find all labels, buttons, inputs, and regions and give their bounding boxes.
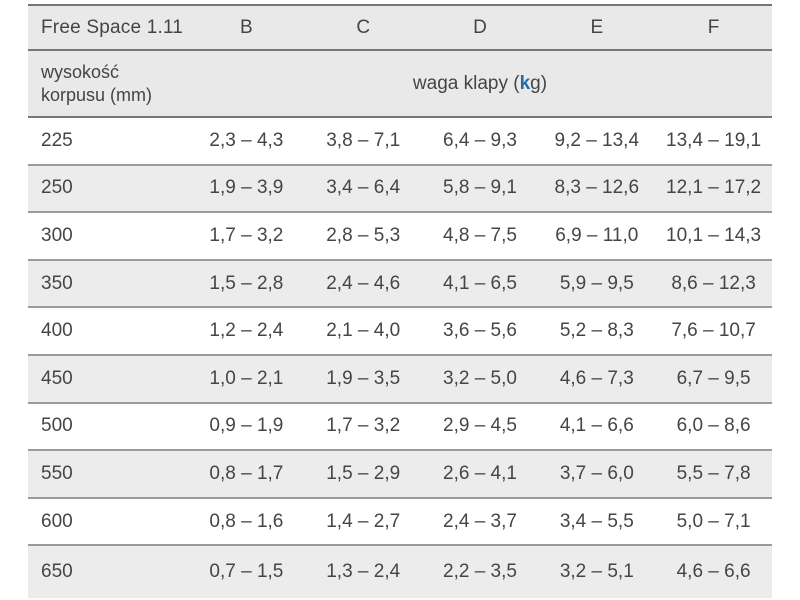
table-row: 250 1,9 – 3,9 3,4 – 6,4 5,8 – 9,1 8,3 – 12,6… [28, 165, 772, 214]
weight-range-value: 8,6 – 12,3 [671, 272, 756, 294]
weight-range-value: 2,9 – 4,5 [443, 415, 517, 437]
weight-range-value: 0,8 – 1,7 [209, 462, 284, 484]
weight-range-value: 7,6 – 10,7 [671, 320, 756, 342]
weight-range-value: 5,8 – 9,1 [443, 177, 517, 199]
weight-range-value: 6,4 – 9,3 [443, 129, 517, 151]
weight-range-value: 3,6 – 5,6 [443, 320, 517, 342]
weight-unit-label: waga klapy (kg) [188, 73, 772, 95]
weight-range-value: 2,2 – 3,5 [443, 561, 517, 583]
row-height-value: 400 [41, 320, 73, 342]
weight-label-suffix: g) [530, 72, 548, 94]
weight-range-value: 1,9 – 3,5 [326, 367, 401, 389]
column-header-f: F [707, 16, 720, 38]
weight-range-value: 0,8 – 1,6 [209, 510, 284, 532]
table-subheader-row: wysokość korpusu (mm) waga klapy (kg) [28, 51, 772, 118]
column-header-e: E [590, 16, 604, 38]
weight-range-value: 6,9 – 11,0 [555, 224, 639, 246]
weight-range-value: 4,8 – 7,5 [443, 224, 517, 246]
weight-range-value: 2,4 – 4,6 [326, 272, 401, 294]
weight-range-value: 4,1 – 6,5 [443, 272, 517, 294]
table-row: 600 0,8 – 1,6 1,4 – 2,7 2,4 – 3,7 3,4 – 5,5 5… [28, 498, 772, 547]
weight-range-value: 1,4 – 2,7 [326, 510, 401, 532]
weight-range-value: 1,9 – 3,9 [209, 177, 284, 199]
column-header-c: C [356, 16, 371, 38]
row-header-line2: korpusu (mm) [41, 84, 153, 105]
table-row: 400 1,2 – 2,4 2,1 – 4,0 3,6 – 5,6 5,2 – 8,3 7… [28, 308, 772, 356]
row-header-label: wysokość korpusu (mm) [28, 61, 188, 106]
row-height-value: 500 [41, 415, 73, 437]
table-row: 225 2,3 – 4,3 3,8 – 7,1 6,4 – 9,3 9,2 – 13,4… [28, 118, 772, 166]
weight-range-value: 12,1 – 17,2 [666, 177, 762, 199]
weight-range-value: 3,2 – 5,1 [559, 561, 634, 583]
weight-range-value: 4,6 – 6,6 [676, 561, 751, 583]
weight-range-value: 3,4 – 6,4 [326, 177, 401, 199]
weight-range-value: 3,7 – 6,0 [559, 462, 634, 484]
table-header-row: Free Space 1.11 B C D E F [28, 4, 772, 51]
row-height-value: 300 [41, 224, 73, 246]
weight-label-prefix: waga klapy ( [412, 72, 520, 94]
row-height-value: 650 [41, 561, 73, 583]
weight-range-value: 4,1 – 6,6 [559, 415, 634, 437]
table-title: Free Space 1.11 [41, 16, 184, 38]
row-height-value: 350 [41, 272, 73, 294]
weight-range-value: 2,3 – 4,3 [209, 129, 284, 151]
weight-range-value: 13,4 – 19,1 [666, 129, 762, 151]
weight-range-value: 2,4 – 3,7 [443, 510, 517, 532]
row-height-value: 600 [41, 510, 73, 532]
weight-range-value: 3,2 – 5,0 [443, 367, 517, 389]
table-body: 225 2,3 – 4,3 3,8 – 7,1 6,4 – 9,3 9,2 – 13,4… [28, 118, 772, 599]
row-height-value: 550 [41, 462, 73, 484]
table-row: 500 0,9 – 1,9 1,7 – 3,2 2,9 – 4,5 4,1 – 6,6 6… [28, 403, 772, 452]
table-row: 450 1,0 – 2,1 1,9 – 3,5 3,2 – 5,0 4,6 – 7,3 6… [28, 355, 772, 404]
weight-range-value: 3,4 – 5,5 [559, 510, 634, 532]
weight-range-value: 2,8 – 5,3 [326, 224, 401, 246]
row-header-line1: wysokość [41, 62, 120, 82]
weight-range-value: 1,7 – 3,2 [326, 415, 401, 437]
weight-range-value: 3,8 – 7,1 [326, 129, 401, 151]
row-height-value: 225 [41, 129, 73, 151]
weight-range-value: 6,7 – 9,5 [676, 367, 751, 389]
table-row: 300 1,7 – 3,2 2,8 – 5,3 4,8 – 7,5 6,9 – 11,0… [28, 213, 772, 261]
weight-range-value: 5,2 – 8,3 [559, 320, 634, 342]
table-row: 350 1,5 – 2,8 2,4 – 4,6 4,1 – 6,5 5,9 – 9,5 8… [28, 260, 772, 309]
column-header-d: D [473, 16, 487, 38]
weight-range-value: 1,7 – 3,2 [209, 224, 284, 246]
weight-range-value: 5,0 – 7,1 [676, 510, 751, 532]
weight-range-value: 10,1 – 14,3 [666, 224, 762, 246]
weight-range-value: 1,0 – 2,1 [209, 367, 284, 389]
row-height-value: 250 [41, 177, 73, 199]
table-row: 550 0,8 – 1,7 1,5 – 2,9 2,6 – 4,1 3,7 – 6,0 5… [28, 451, 772, 499]
weight-range-value: 9,2 – 13,4 [554, 129, 640, 151]
weight-range-value: 0,9 – 1,9 [209, 415, 284, 437]
table-row: 650 0,7 – 1,5 1,3 – 2,4 2,2 – 3,5 3,2 – 5,1 4… [28, 546, 772, 599]
spec-table: Free Space 1.11 B C D E F wysokość korpu… [28, 4, 772, 599]
column-header-b: B [240, 16, 253, 38]
weight-label-highlight: k [519, 72, 531, 94]
weight-range-value: 1,5 – 2,9 [326, 462, 401, 484]
weight-range-value: 1,5 – 2,8 [209, 272, 284, 294]
weight-range-value: 2,1 – 4,0 [326, 320, 401, 342]
weight-range-value: 0,7 – 1,5 [209, 561, 284, 583]
weight-range-value: 1,3 – 2,4 [326, 561, 401, 583]
weight-range-value: 6,0 – 8,6 [676, 415, 751, 437]
weight-range-value: 5,9 – 9,5 [559, 272, 634, 294]
weight-range-value: 1,2 – 2,4 [209, 320, 284, 342]
row-height-value: 450 [41, 367, 73, 389]
weight-range-value: 5,5 – 7,8 [676, 462, 751, 484]
weight-range-value: 2,6 – 4,1 [443, 462, 517, 484]
weight-range-value: 8,3 – 12,6 [554, 177, 640, 199]
weight-range-value: 4,6 – 7,3 [559, 367, 634, 389]
